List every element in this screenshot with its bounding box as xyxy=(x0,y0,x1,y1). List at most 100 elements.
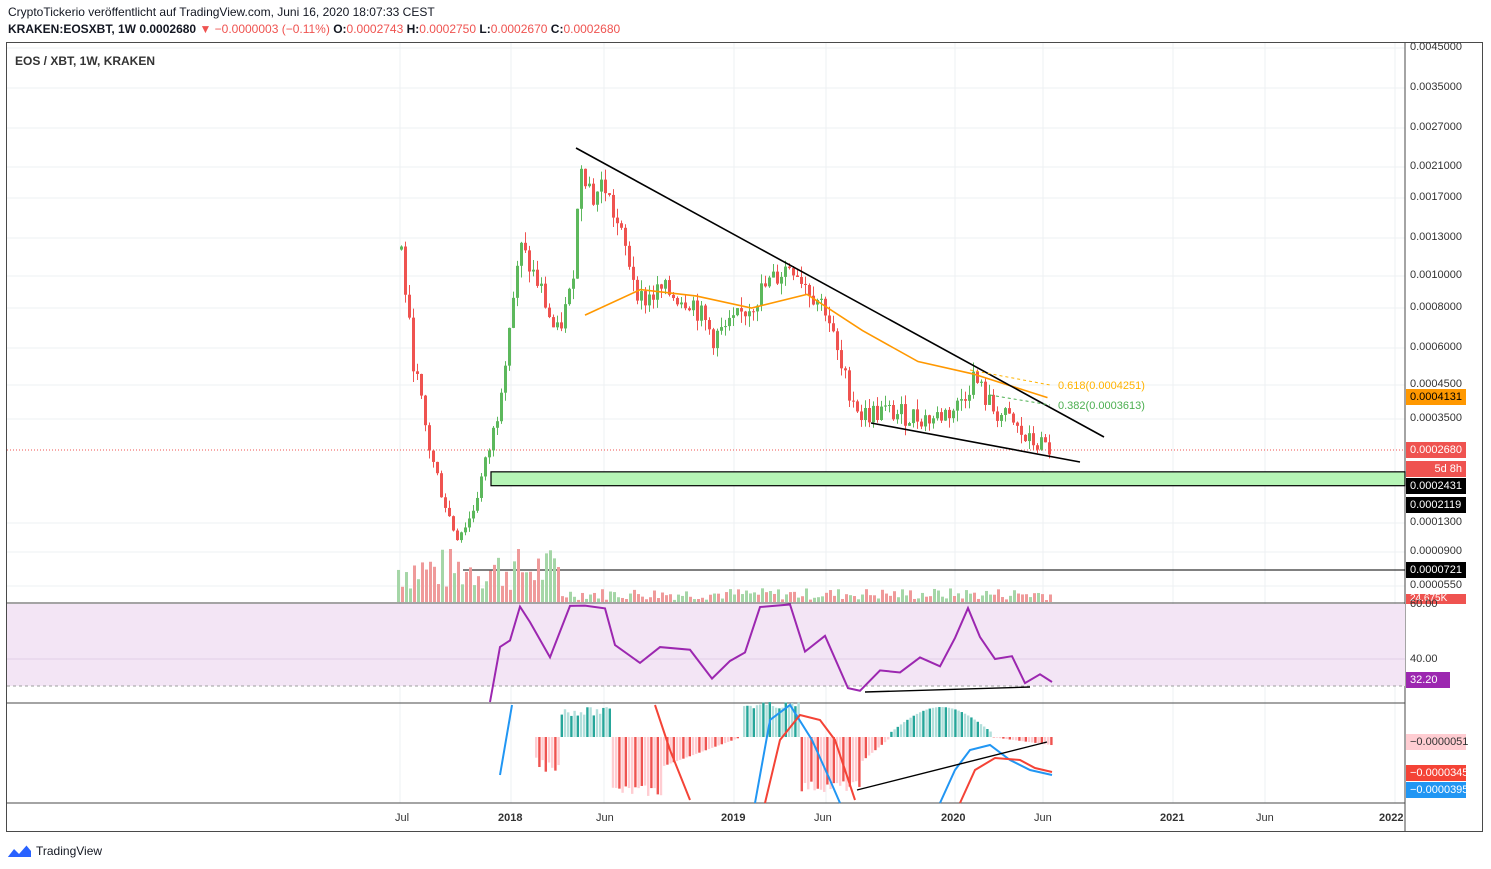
macd-histogram-bar xyxy=(867,737,871,756)
macd-histogram-bar xyxy=(599,713,602,737)
macd-histogram-bar xyxy=(1027,737,1031,743)
candle-body xyxy=(760,283,763,306)
volume-bar xyxy=(717,593,720,602)
volume-bar xyxy=(445,586,448,602)
volume-bar xyxy=(577,599,580,602)
volume-bar xyxy=(433,566,436,602)
volume-bar xyxy=(649,597,652,602)
candle-body xyxy=(612,194,615,218)
candle-body xyxy=(840,350,843,369)
candle-body xyxy=(740,308,743,312)
volume-bar xyxy=(529,571,532,602)
volume-bar xyxy=(925,596,928,602)
macd-histogram-bar xyxy=(890,731,893,737)
time-label-2020: 2020 xyxy=(941,812,966,824)
candle-body xyxy=(568,288,571,305)
candle-body xyxy=(488,450,491,458)
volume-bar xyxy=(801,596,804,602)
macd-histogram-bar xyxy=(1015,737,1018,741)
candle-body xyxy=(588,183,591,187)
volume-bar xyxy=(1017,593,1020,602)
fib-618-label: 0.618(0.0004251) xyxy=(1058,380,1145,392)
macd-histogram-bar xyxy=(762,702,765,737)
volume-bar xyxy=(521,572,524,602)
macd-histogram-bar xyxy=(816,737,819,789)
volume-bar xyxy=(961,598,964,602)
candle-body xyxy=(1020,425,1023,435)
volume-bar xyxy=(533,580,536,602)
macd-histogram-bar xyxy=(541,737,544,761)
price-change: ▼ −0.0000003 (−0.11%) xyxy=(199,22,330,36)
symbol-label: KRAKEN:EOSXBT, 1W xyxy=(8,22,137,36)
price-axis-label: 0.0045000 xyxy=(1410,41,1462,53)
candle-body xyxy=(920,421,923,427)
low-label: L: xyxy=(479,22,491,36)
volume-bar xyxy=(745,590,748,602)
candle-body xyxy=(540,283,543,286)
macd-histogram-bar xyxy=(727,737,730,742)
volume-bar xyxy=(1021,594,1024,602)
candle-body xyxy=(876,405,879,421)
volume-bar xyxy=(477,576,480,602)
last-price-tag: 0.0002680 xyxy=(1406,442,1466,458)
rsi-divergence-line xyxy=(864,686,1031,693)
macd-histogram-bar xyxy=(602,707,605,737)
macd-histogram-bar xyxy=(554,737,557,771)
volume-bar xyxy=(469,567,472,602)
volume-bar xyxy=(645,599,648,602)
macd-divergence-line xyxy=(856,741,1048,791)
macd-histogram-bar xyxy=(951,708,954,737)
volume-bar xyxy=(945,598,948,602)
candle-body xyxy=(576,208,579,279)
candle-body xyxy=(948,409,951,419)
volume-bar xyxy=(405,572,408,602)
macd-histogram-bar xyxy=(627,737,631,789)
candle-body xyxy=(852,400,855,402)
macd-histogram-bar xyxy=(637,737,640,789)
macd-histogram-bar xyxy=(1008,737,1011,740)
candle-body xyxy=(836,331,839,351)
macd-histogram-bar xyxy=(1011,737,1015,740)
macd-histogram-bar xyxy=(640,737,643,786)
volume-bar xyxy=(873,595,876,602)
volume-bar xyxy=(613,592,616,602)
macd-histogram-bar xyxy=(573,710,576,737)
macd-histogram-bar xyxy=(925,709,928,737)
macd-histogram-bar xyxy=(1005,737,1008,740)
macd-histogram-bar xyxy=(903,722,906,737)
candle-body xyxy=(408,294,411,318)
candle-body xyxy=(416,371,419,374)
candle-body xyxy=(896,414,899,420)
candle-body xyxy=(832,323,835,332)
time-label-2021: 2021 xyxy=(1160,812,1185,824)
volume-bar xyxy=(941,596,944,602)
macd-histogram-bar xyxy=(631,737,634,794)
macd-histogram-bar xyxy=(906,719,909,737)
tradingview-footer[interactable]: TradingView xyxy=(6,842,102,860)
candle-body xyxy=(496,421,499,428)
rsi-value-tag: 32.20 xyxy=(1406,672,1450,688)
volume-bar xyxy=(973,592,976,602)
volume-bar xyxy=(949,588,952,602)
volume-bar xyxy=(685,591,688,602)
price-axis-label: 0.0000550 xyxy=(1410,579,1462,591)
candle-body xyxy=(812,295,815,305)
volume-bar xyxy=(693,599,696,602)
volume-bar xyxy=(429,561,432,602)
candle-body xyxy=(1008,408,1011,414)
volume-bar xyxy=(761,588,764,602)
macd-histogram-bar xyxy=(749,705,752,737)
macd-histogram-bar xyxy=(656,737,659,795)
candle-body xyxy=(464,527,467,533)
price-axis-label: 0.0006000 xyxy=(1410,341,1462,353)
macd-histogram-bar xyxy=(880,737,883,745)
candle-body xyxy=(632,266,635,280)
volume-bar xyxy=(565,597,568,602)
candle-body xyxy=(980,381,983,383)
price-axis-label: 0.0021000 xyxy=(1410,160,1462,172)
volume-bar xyxy=(929,596,932,602)
candle-body xyxy=(596,191,599,205)
macd-histogram-bar xyxy=(592,715,595,737)
volume-bar xyxy=(881,589,884,602)
